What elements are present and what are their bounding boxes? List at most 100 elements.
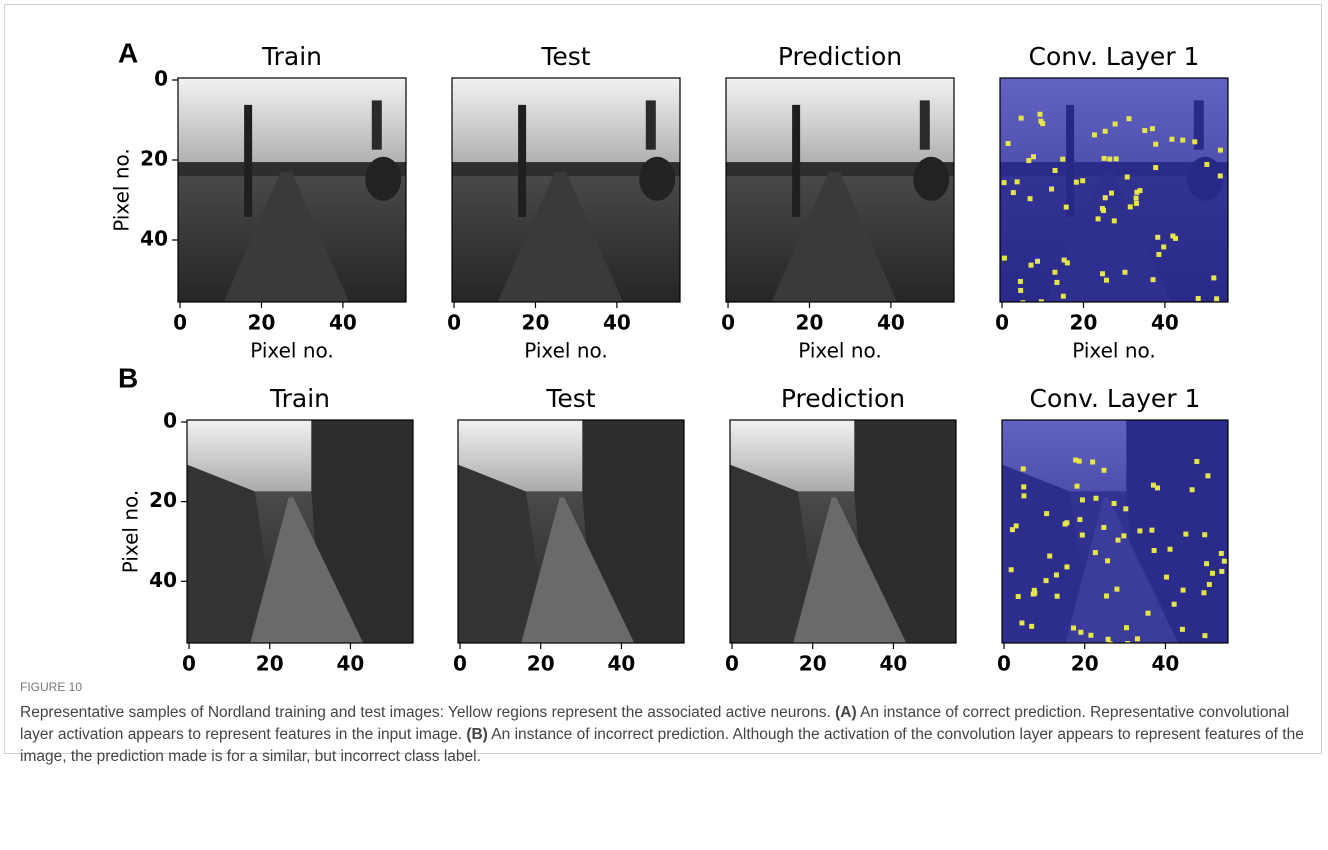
x-tick-label: 40 xyxy=(880,652,908,673)
active-neuron xyxy=(1218,148,1223,153)
active-neuron xyxy=(1101,525,1106,530)
image xyxy=(452,78,680,302)
active-neuron xyxy=(1181,588,1186,593)
image xyxy=(187,420,413,643)
panel-title: Conv. Layer 1 xyxy=(1030,384,1201,413)
active-neuron xyxy=(1077,459,1082,464)
caption-label: FIGURE 10 xyxy=(20,680,1310,694)
panel-title: Conv. Layer 1 xyxy=(1029,42,1200,71)
active-neuron xyxy=(1192,139,1197,144)
active-neuron xyxy=(1168,547,1173,552)
x-tick-label: 0 xyxy=(721,311,735,335)
active-neuron xyxy=(1202,532,1207,537)
active-neuron xyxy=(1219,551,1224,556)
signal xyxy=(920,100,930,149)
active-neuron xyxy=(1075,484,1080,489)
active-neuron xyxy=(1112,218,1117,223)
active-neuron xyxy=(1151,277,1156,282)
panel-title: Train xyxy=(269,384,330,413)
active-neuron xyxy=(1080,497,1085,502)
x-tick-label: 0 xyxy=(997,652,1011,673)
y-tick-label: 0 xyxy=(154,67,168,91)
row-label: A xyxy=(118,37,138,68)
active-neuron xyxy=(1093,550,1098,555)
active-neuron xyxy=(1053,168,1058,173)
active-neuron xyxy=(1054,280,1059,285)
image xyxy=(1002,420,1228,646)
active-neuron xyxy=(1149,528,1154,533)
x-tick-label: 20 xyxy=(527,652,555,673)
active-neuron xyxy=(1214,296,1219,301)
image xyxy=(1000,78,1228,305)
active-neuron xyxy=(1035,259,1040,264)
x-tick-label: 40 xyxy=(337,652,365,673)
panel-title: Test xyxy=(540,42,590,71)
x-axis-label: Pixel no. xyxy=(1072,339,1156,363)
y-tick-label: 20 xyxy=(140,147,168,171)
active-neuron xyxy=(1169,137,1174,142)
active-neuron xyxy=(1190,487,1195,492)
active-neuron xyxy=(1205,473,1210,478)
active-neuron xyxy=(1204,162,1209,167)
panel-title: Train xyxy=(261,42,322,71)
caption: FIGURE 10 Representative samples of Nord… xyxy=(20,680,1310,768)
active-neuron xyxy=(1038,119,1043,124)
active-neuron xyxy=(1164,575,1169,580)
active-neuron xyxy=(1107,157,1112,162)
active-neuron xyxy=(1038,112,1043,117)
x-tick-label: 20 xyxy=(796,311,824,335)
active-neuron xyxy=(1011,190,1016,195)
active-neuron xyxy=(1061,294,1066,299)
x-axis-label: Pixel no. xyxy=(524,339,608,363)
active-neuron xyxy=(1104,278,1109,283)
x-tick-label: 40 xyxy=(329,311,357,335)
x-tick-label: 40 xyxy=(1151,311,1179,335)
y-axis-label: Pixel no. xyxy=(119,490,143,574)
active-neuron xyxy=(1064,205,1069,210)
x-axis-label: Pixel no. xyxy=(798,339,882,363)
active-neuron xyxy=(1156,252,1161,257)
active-neuron xyxy=(1064,520,1069,525)
tree xyxy=(365,157,401,201)
page: ATrain02040Pixel no.02040Pixel no.Test02… xyxy=(0,0,1328,850)
active-neuron xyxy=(1125,175,1130,180)
x-tick-label: 0 xyxy=(173,311,187,335)
active-neuron xyxy=(1020,300,1025,305)
active-neuron xyxy=(1006,141,1011,146)
active-neuron xyxy=(1074,180,1079,185)
tree xyxy=(913,157,949,201)
panel-title: Test xyxy=(545,384,595,413)
active-neuron xyxy=(1114,156,1119,161)
active-neuron xyxy=(1090,460,1095,465)
active-neuron xyxy=(1183,532,1188,537)
active-neuron xyxy=(1029,624,1034,629)
active-neuron xyxy=(1123,506,1128,511)
x-tick-label: 0 xyxy=(182,652,196,673)
x-tick-label: 0 xyxy=(995,311,1009,335)
active-neuron xyxy=(1100,271,1105,276)
x-tick-label: 40 xyxy=(608,652,636,673)
active-neuron xyxy=(1049,187,1054,192)
active-neuron xyxy=(1044,578,1049,583)
image xyxy=(726,78,954,302)
y-tick-label: 40 xyxy=(149,568,177,592)
active-neuron xyxy=(1054,572,1059,577)
x-axis-label: Pixel no. xyxy=(250,339,334,363)
panel-title: Prediction xyxy=(778,42,902,71)
active-neuron xyxy=(1002,256,1007,261)
caption-segment: Representative samples of Nordland train… xyxy=(20,704,835,721)
active-neuron xyxy=(1218,173,1223,178)
active-neuron xyxy=(1062,258,1067,263)
active-neuron xyxy=(1122,270,1127,275)
active-neuron xyxy=(1018,288,1023,293)
active-neuron xyxy=(1077,517,1082,522)
panel-title: Prediction xyxy=(781,384,905,413)
active-neuron xyxy=(1106,637,1111,642)
active-neuron xyxy=(1134,201,1139,206)
active-neuron xyxy=(1078,630,1083,635)
active-neuron xyxy=(1170,234,1175,239)
signal xyxy=(792,105,800,217)
active-neuron xyxy=(1080,178,1085,183)
caption-segment: (B) xyxy=(466,726,488,743)
active-neuron xyxy=(1135,636,1140,641)
